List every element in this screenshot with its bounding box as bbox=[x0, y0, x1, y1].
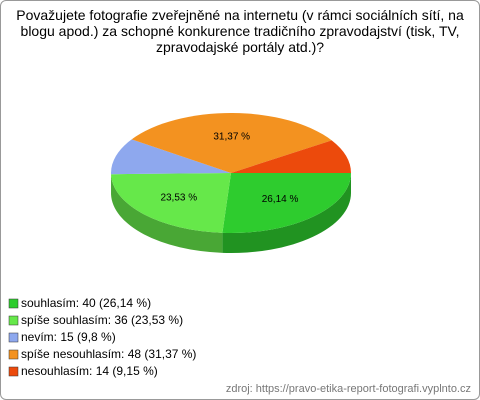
slice-side bbox=[111, 174, 223, 253]
value-label: 26,14 % bbox=[262, 194, 299, 205]
legend-swatch bbox=[8, 366, 19, 377]
source: zdroj: https://pravo-etika-report-fotogr… bbox=[226, 383, 471, 395]
legend-swatch bbox=[8, 298, 19, 309]
slice bbox=[111, 173, 231, 233]
slice-side bbox=[222, 173, 351, 253]
slice bbox=[131, 113, 332, 173]
slice bbox=[222, 173, 351, 234]
legend-swatch bbox=[8, 332, 19, 343]
value-label: 31,37 % bbox=[213, 132, 250, 143]
slice bbox=[111, 139, 231, 175]
legend-label: nevím: 15 (9,8 %) bbox=[21, 330, 116, 344]
legend-swatch bbox=[8, 315, 19, 326]
legend-label: spíše nesouhlasím: 48 (31,37 %) bbox=[21, 347, 196, 361]
legend-label: spíše souhlasím: 36 (23,53 %) bbox=[21, 313, 183, 327]
slice bbox=[231, 140, 351, 173]
legend-label: souhlasím: 40 (26,14 %) bbox=[21, 296, 151, 310]
legend-label: nesouhlasím: 14 (9,15 %) bbox=[21, 364, 158, 378]
legend-swatch bbox=[8, 349, 19, 360]
value-label: 23,53 % bbox=[160, 192, 197, 203]
chart-title: Považujete fotografie zveřejněné na inte… bbox=[16, 7, 464, 55]
